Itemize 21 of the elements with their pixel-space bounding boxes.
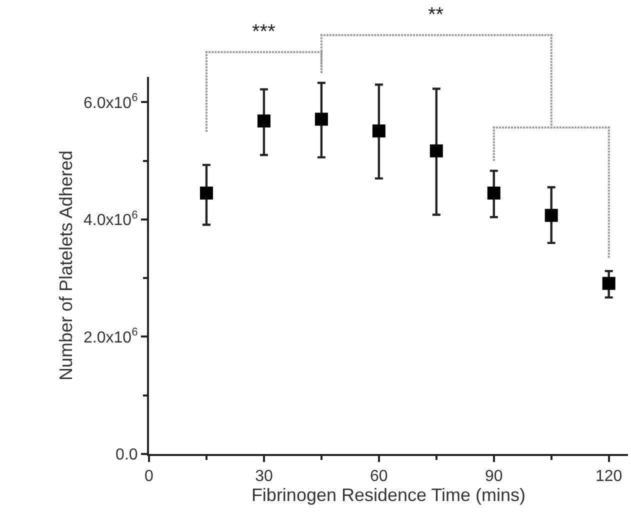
x-axis-title: Fibrinogen Residence Time (mins) xyxy=(251,485,526,506)
y-tick-label: 2.0x10$^{6}$ xyxy=(84,326,138,346)
y-tick-label: 6.0x10$^{6}$ xyxy=(84,92,138,112)
x-tick-label: 60 xyxy=(370,468,388,486)
point xyxy=(372,124,386,138)
point xyxy=(314,112,328,126)
y-tick-label: 4.0x10$^{6}$ xyxy=(84,209,138,230)
x-tick-label: 0 xyxy=(144,468,154,486)
point xyxy=(602,276,616,290)
x-tick-label: 30 xyxy=(255,468,273,486)
text: *** xyxy=(252,21,276,43)
point xyxy=(200,186,213,200)
point xyxy=(257,114,270,128)
point xyxy=(430,144,443,158)
point xyxy=(487,186,500,200)
text: ** xyxy=(428,4,444,26)
point xyxy=(544,208,558,222)
x-tick-label: 120 xyxy=(595,468,622,486)
y-axis-title: Number of Platelets Adhered xyxy=(56,150,76,381)
x-tick-label: 90 xyxy=(484,468,503,486)
y-tick-label: 0.0 xyxy=(116,446,138,464)
